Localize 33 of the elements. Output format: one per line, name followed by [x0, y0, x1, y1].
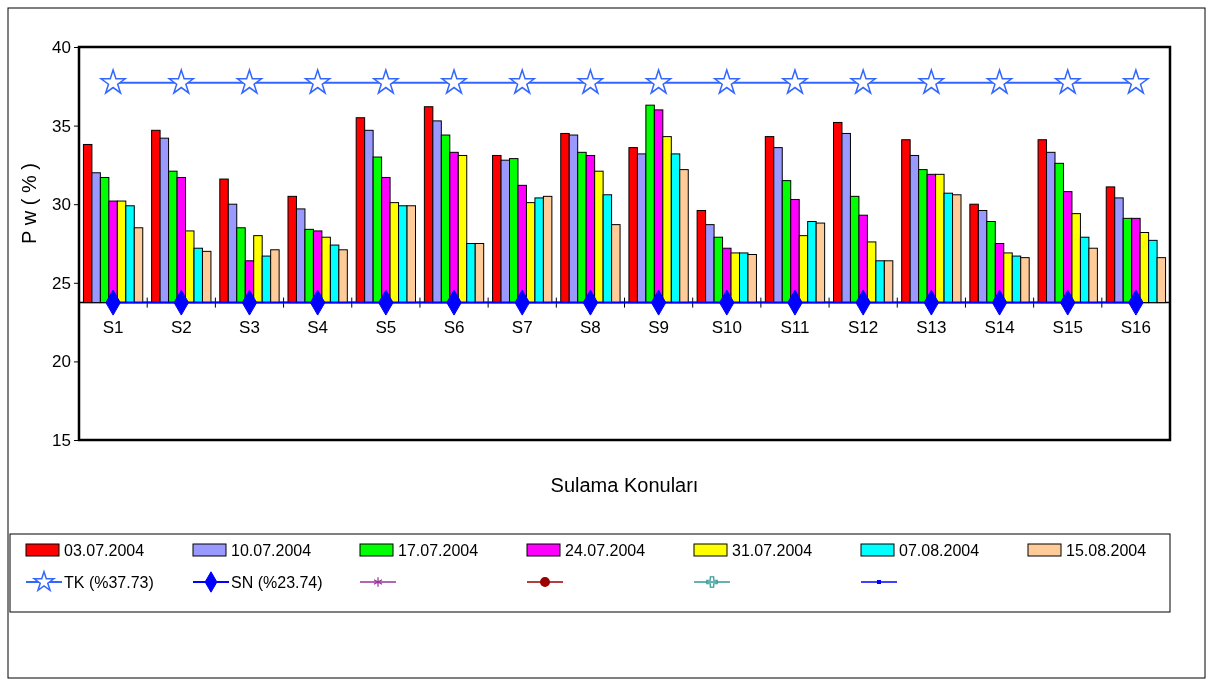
y-tick-label: 35 — [52, 116, 71, 136]
y-tick-label: 40 — [52, 37, 71, 57]
legend-label: 07.08.2004 — [899, 542, 980, 559]
x-tick-label: S13 — [916, 317, 947, 337]
x-tick-label: S11 — [780, 317, 810, 337]
x-tick-label: S14 — [984, 317, 1015, 337]
y-tick-label: 15 — [52, 430, 71, 450]
x-tick-label: S4 — [307, 317, 329, 337]
x-tick-label: S6 — [443, 317, 465, 337]
legend-label: 31.07.2004 — [732, 542, 813, 559]
legend-label: 15.08.2004 — [1066, 542, 1147, 559]
legend-label: 24.07.2004 — [565, 542, 646, 559]
x-tick-label: S9 — [648, 317, 669, 337]
y-tick-label: 30 — [52, 195, 71, 215]
x-tick-label: S5 — [375, 317, 397, 337]
x-tick-label: S3 — [239, 317, 260, 337]
x-tick-label: S10 — [711, 317, 742, 337]
y-tick-label: 25 — [52, 273, 71, 293]
x-tick-label: S1 — [102, 317, 124, 337]
x-tick-label: S12 — [848, 317, 879, 337]
y-tick-label: 20 — [52, 352, 71, 372]
x-tick-label: S8 — [580, 317, 601, 337]
x-tick-label: S16 — [1120, 317, 1152, 337]
x-axis-title: Sulama Konuları — [550, 474, 699, 496]
x-tick-label: S7 — [511, 317, 533, 337]
legend-label: TK (%37.73) — [64, 574, 154, 591]
y-axis-title: P w ( % ) — [18, 163, 40, 244]
legend-label: 03.07.2004 — [64, 542, 145, 559]
legend-label: 10.07.2004 — [231, 542, 312, 559]
x-tick-label: S15 — [1052, 317, 1083, 337]
legend-label: 17.07.2004 — [398, 542, 479, 559]
legend-label: SN (%23.74) — [231, 574, 323, 591]
x-tick-label: S2 — [170, 317, 192, 337]
